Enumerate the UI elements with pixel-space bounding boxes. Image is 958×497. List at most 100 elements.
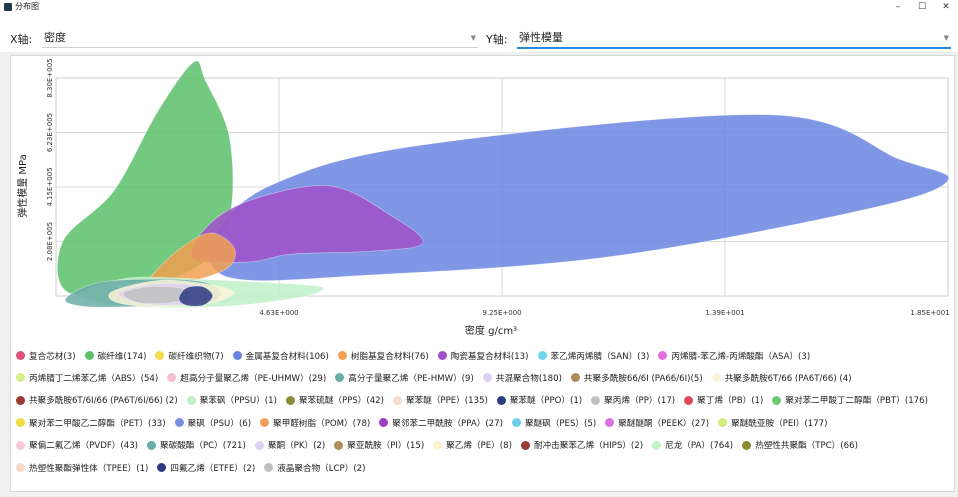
legend-item[interactable]: 高分子量聚乙烯（PE-HMW）(9) [335,372,474,384]
x-axis-select[interactable]: 密度 ▼ [42,29,478,48]
legend-label: 聚苯醚（PPO）(1) [509,396,583,407]
legend-swatch [711,373,721,383]
legend-item[interactable]: 聚亚酰胺（PI）(15) [334,439,424,451]
legend-item[interactable]: 聚醚醚酮（PEEK）(27) [605,417,709,429]
legend-swatch [379,418,389,428]
legend-label: 液晶聚合物（LCP）(2) [277,463,366,474]
y-axis-title: 弹性模量 MPa [16,154,29,218]
legend-item[interactable]: 聚对苯二甲酸丁二醇酯（PBT）(176) [772,394,928,406]
legend-item[interactable]: 共聚多酰胺6T/6I/66 (PA6T/6I/66) (2) [16,394,178,406]
legend-item[interactable]: 陶瓷基复合材料(13) [437,350,529,362]
legend-label: 共聚多酰胺6T/6I/66 (PA6T/6I/66) (2) [29,396,178,407]
legend-item[interactable]: 共聚多酰胺66/6I (PA66/6I)(5) [570,372,703,384]
legend-item[interactable]: 树脂基复合材料(76) [337,350,429,362]
legend-swatch [254,440,264,450]
legend-swatch [718,418,728,428]
legend-row: 聚偏二氟乙烯（PVDF）(43) 聚碳酸酯（PC）(721) 聚酮（PK）(2) 聚亚… [16,435,867,452]
legend-label: 聚偏二氟乙烯（PVDF）(43) [29,441,139,452]
y-axis-select[interactable]: 弹性模量 ▼ [517,29,951,49]
legend-item[interactable]: 共聚多酰胺6T/66 (PA6T/66) (4) [711,372,852,384]
legend-item[interactable]: 聚苯硫醚（PPS）(42) [285,394,384,406]
legend-label: 共聚多酰胺66/6I (PA66/6I)(5) [583,373,703,384]
legend-item[interactable]: 聚丙烯（PP）(17) [591,394,675,406]
legend-item[interactable]: 聚苯醚（PPE）(135) [393,394,488,406]
legend-item[interactable]: 聚酮（PK）(2) [254,439,326,452]
close-button[interactable]: ✕ [942,2,950,12]
x-axis-label: X轴: [10,33,33,46]
legend-item[interactable]: 聚甲醛树脂（POM）(78) [260,417,370,429]
legend-item[interactable]: 金属基复合材料(106) [232,350,329,362]
minimize-button[interactable]: – [895,2,901,12]
legend-item[interactable]: 复合芯材(3) [16,350,76,362]
legend-swatch [84,351,94,360]
legend-swatch [264,463,274,472]
legend-swatch [232,351,242,360]
x-tick-label: 9.25E+000 [482,309,521,317]
app-icon [4,3,12,11]
legend-label: 陶瓷基复合材料(13) [450,351,529,362]
region-陶瓷基复合材料(13) [190,185,424,264]
legend-item[interactable]: 热塑性聚酯弹性体（TPEE）(1) [16,462,148,474]
legend-item[interactable]: 超高分子量聚乙烯（PE-UHMW）(29) [167,372,326,384]
y-tick-label: 6.23E+005 [46,113,54,152]
legend-item[interactable]: 苯乙烯丙烯腈（SAN）(3) [537,350,649,362]
legend-row: 复合芯材(3) 碳纤维(174) 碳纤维织物(7) 金属基复合材料(106) 树脂基复合… [16,345,819,362]
legend-label: 聚苯砜（PPSU）(1) [199,396,277,407]
legend-item[interactable]: 聚苯砜（PPSU）(1) [186,394,277,407]
legend-label: 聚酮（PK）(2) [267,441,326,452]
legend-swatch [16,395,25,405]
legend-item[interactable]: 聚砜（PSU）(6) [174,417,251,429]
legend-item[interactable]: 丙烯腈丁二烯苯乙烯（ABS）(54) [16,372,158,384]
legend-item[interactable]: 聚对苯二甲酸乙二醇酯（PET）(33) [16,417,166,429]
legend-swatch [174,418,184,428]
legend-item[interactable]: 耐冲击聚苯乙烯（HIPS）(2) [520,439,644,452]
legend-swatch [520,440,530,450]
x-tick-label: 1.85E+001 [910,309,949,317]
legend-item[interactable]: 聚乙烯（PE）(8) [433,439,512,451]
legend-label: 聚乙烯（PE）(8) [446,441,512,452]
legend-item[interactable]: 尼龙（PA）(764) [652,439,733,451]
legend-label: 聚丁烯（PB）(1) [697,396,764,407]
x-tick-label: 1.39E+001 [705,309,744,317]
legend-swatch [334,440,344,450]
legend-item[interactable]: 热塑性共聚酯（TPC）(66) [742,439,858,451]
legend-label: 聚甲醛树脂（POM）(78) [273,418,371,429]
legend-item[interactable]: 聚醚酰亚胺（PEI）(177) [718,417,828,429]
legend-label: 聚醚砜（PES）(5) [524,418,597,429]
legend-item[interactable]: 聚丁烯（PB）(1) [684,394,763,406]
y-tick-label: 2.08E+005 [46,222,54,261]
legend-item[interactable]: 碳纤维(174) [84,350,146,362]
legend-item[interactable]: 液晶聚合物（LCP）(2) [264,462,366,474]
region-聚苯醚（PPO）(1) [178,285,214,307]
maximize-button[interactable]: ☐ [917,2,927,12]
legend-swatch [652,440,662,450]
legend-item[interactable]: 四氟乙烯（ETFE）(2) [157,462,255,474]
chart-ticks: 4.63E+000 9.25E+000 1.39E+001 1.85E+001 2.08… [46,58,950,317]
legend-label: 聚醚酰亚胺（PEI）(177) [731,418,828,429]
legend-label: 共聚多酰胺6T/66 (PA6T/66) (4) [724,373,852,384]
legend-label: 耐冲击聚苯乙烯（HIPS）(2) [533,441,644,452]
legend-item[interactable]: 丙烯腈-苯乙烯-丙烯酸酯（ASA）(3) [658,350,810,362]
legend-swatch [772,395,782,405]
legend-label: 四氟乙烯（ETFE）(2) [170,463,256,474]
legend-row: 热塑性聚酯弹性体（TPEE）(1) 四氟乙烯（ETFE）(2) 液晶聚合物（LCP）… [16,457,375,474]
legend-swatch [167,373,177,383]
legend-label: 聚醚醚酮（PEEK）(27) [618,418,710,429]
legend-label: 碳纤维织物(7) [168,351,224,362]
legend-label: 高分子量聚乙烯（PE-HMW）(9) [348,373,474,384]
legend-item[interactable]: 聚醚砜（PES）(5) [511,417,597,429]
legend-item[interactable]: 聚邻苯二甲酰胺（PPA）(27) [379,417,503,429]
legend-item[interactable]: 聚偏二氟乙烯（PVDF）(43) [16,439,138,451]
y-tick-label: 8.30E+005 [46,58,54,97]
legend-swatch [16,373,25,383]
legend-swatch [16,463,25,472]
legend-item[interactable]: 聚苯醚（PPO）(1) [496,394,583,407]
legend-item[interactable]: 共混聚合物(180) [482,372,562,384]
legend-label: 热塑性聚酯弹性体（TPEE）(1) [29,463,149,474]
legend-item[interactable]: 碳纤维织物(7) [155,350,224,362]
x-tick-label: 4.63E+000 [259,309,298,317]
legend-swatch [684,395,694,405]
legend-item[interactable]: 聚碳酸酯（PC）(721) [147,439,246,451]
legend-label: 金属基复合材料(106) [245,351,329,362]
legend-label: 热塑性共聚酯（TPC）(66) [755,441,858,452]
